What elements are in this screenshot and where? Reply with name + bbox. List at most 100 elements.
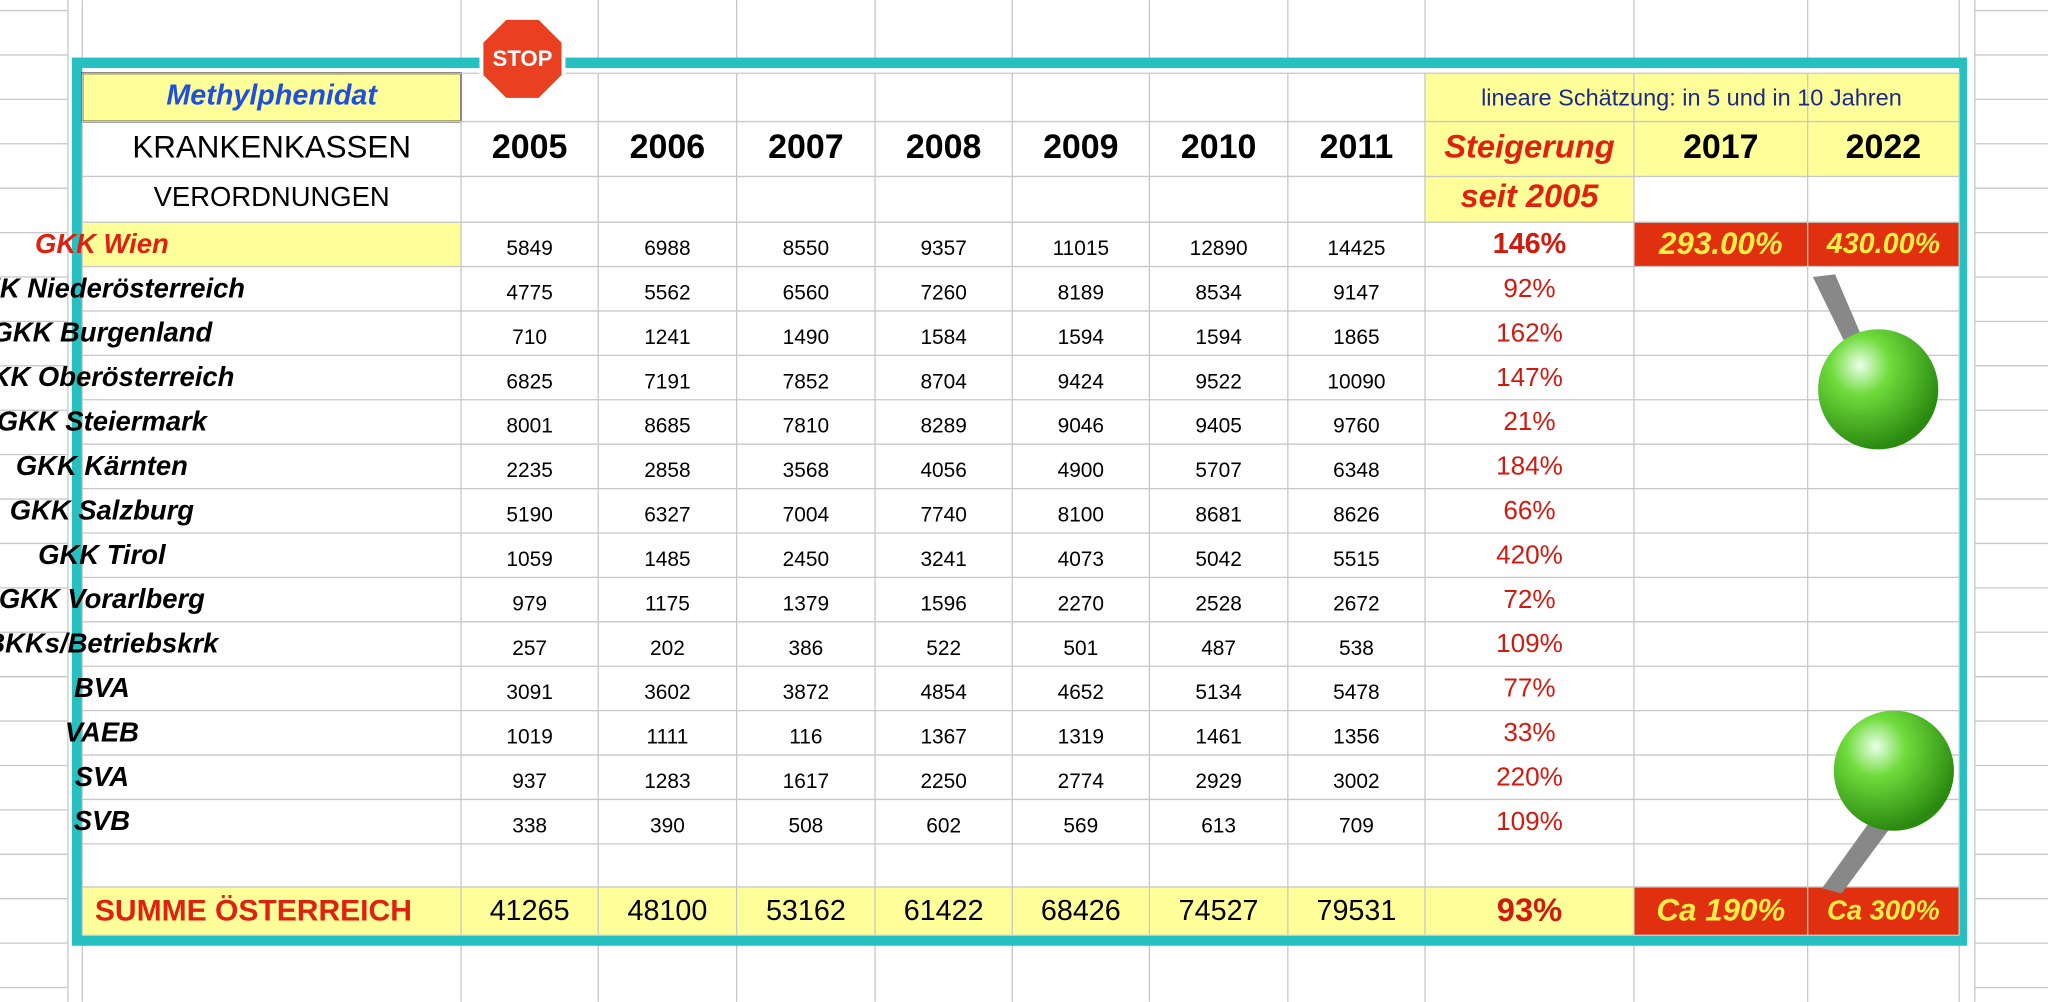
projection-year: 2017: [1683, 128, 1759, 166]
row-value: 3602: [644, 681, 690, 704]
row-increase: 109%: [1496, 628, 1563, 658]
year-header: 2011: [1320, 128, 1394, 166]
stop-label: STOP: [492, 46, 552, 71]
row-increase: 66%: [1503, 495, 1555, 525]
row-value: 710: [512, 326, 547, 349]
row-value: 4056: [920, 459, 966, 482]
row-value: 1241: [644, 326, 690, 349]
row-name: GKK Wien: [35, 228, 169, 259]
row-name: BVA: [74, 672, 130, 703]
row-value: 1594: [1195, 326, 1241, 349]
total-value: 79531: [1316, 895, 1396, 927]
row-value: 4775: [506, 281, 552, 304]
row-value: 2774: [1058, 770, 1104, 793]
row-value: 5478: [1333, 681, 1379, 704]
row-value: 1111: [647, 726, 689, 749]
row-increase: 420%: [1496, 539, 1563, 569]
row-value: 5134: [1195, 681, 1241, 704]
row-value: 1379: [783, 592, 829, 615]
row-increase: 184%: [1496, 451, 1563, 481]
row-value: 6988: [644, 237, 690, 260]
row-value: 8704: [920, 370, 966, 393]
year-header: 2008: [906, 128, 982, 166]
row-value: 1283: [644, 770, 690, 793]
row-value: 386: [788, 637, 823, 660]
row-increase: 146%: [1493, 228, 1566, 260]
row-value: 613: [1201, 814, 1236, 837]
row-value: 5562: [644, 281, 690, 304]
row-value: 5515: [1333, 548, 1379, 571]
row-value: 6825: [506, 370, 552, 393]
row-name: BKKs/Betriebskrk: [0, 628, 220, 659]
total-value: 61422: [904, 895, 984, 927]
row-value: 11015: [1053, 237, 1110, 260]
projection: 293.00%: [1658, 226, 1783, 261]
projection: Ca 300%: [1827, 895, 1940, 926]
row-value: 8626: [1333, 504, 1379, 527]
row-name: GKK Niederösterreich: [0, 272, 245, 303]
row-increase: 21%: [1503, 406, 1555, 436]
row-value: 2270: [1058, 592, 1104, 615]
row-value: 3002: [1333, 770, 1379, 793]
row-name: GKK Tirol: [38, 539, 167, 570]
row-value: 1594: [1058, 326, 1104, 349]
cell-fill: [1424, 121, 1960, 177]
row-value: 257: [512, 637, 547, 660]
total-value: 53162: [766, 895, 846, 927]
row-value: 12890: [1190, 237, 1248, 260]
row-value: 7004: [783, 504, 829, 527]
row-value: 1059: [506, 548, 552, 571]
header-sublabel: VERORDNUNGEN: [154, 181, 390, 212]
row-value: 116: [789, 726, 822, 749]
row-value: 2528: [1195, 592, 1241, 615]
stop-sign: [479, 15, 566, 102]
row-value: 602: [926, 814, 961, 837]
projection-year: 2022: [1846, 128, 1922, 166]
year-header: 2010: [1181, 128, 1257, 166]
row-value: 8550: [783, 237, 829, 260]
year-header: 2005: [492, 128, 568, 166]
total-name: SUMME ÖSTERREICH: [95, 894, 412, 927]
row-value: 1019: [506, 726, 552, 749]
row-value: 487: [1201, 637, 1236, 660]
row-value: 202: [650, 637, 685, 660]
row-value: 6348: [1333, 459, 1379, 482]
row-name: VAEB: [65, 716, 139, 747]
row-value: 7260: [920, 281, 966, 304]
row-value: 1485: [644, 548, 690, 571]
row-value: 10090: [1327, 370, 1385, 393]
row-value: 9357: [920, 237, 966, 260]
increase-subheader: seit 2005: [1461, 177, 1600, 214]
row-value: 5707: [1195, 459, 1241, 482]
cell-fill: [82, 222, 462, 267]
row-name: GKK Steiermark: [0, 406, 209, 437]
row-value: 1356: [1333, 726, 1379, 749]
row-value: 7852: [783, 370, 829, 393]
row-value: 4652: [1058, 681, 1104, 704]
row-value: 1596: [920, 592, 966, 615]
row-value: 2450: [783, 548, 829, 571]
row-name: GKK Salzburg: [10, 494, 195, 525]
title: Methylphenidat: [166, 79, 378, 111]
cell-fill: [82, 73, 462, 122]
row-value: 1865: [1333, 326, 1379, 349]
row-value: 8001: [506, 415, 552, 438]
row-increase: 33%: [1503, 717, 1555, 747]
total-increase: 93%: [1497, 891, 1562, 928]
row-increase: 77%: [1503, 673, 1555, 703]
row-value: 7810: [783, 415, 829, 438]
row-value: 9147: [1333, 281, 1379, 304]
row-value: 9046: [1058, 415, 1104, 438]
row-value: 9405: [1195, 415, 1241, 438]
total-value: 41265: [490, 895, 570, 927]
cell-fill: [1424, 73, 1960, 122]
row-value: 1490: [783, 326, 829, 349]
row-value: 2929: [1195, 770, 1241, 793]
row-value: 2858: [644, 459, 690, 482]
row-value: 8681: [1195, 504, 1241, 527]
row-value: 2250: [920, 770, 966, 793]
row-value: 1617: [783, 770, 829, 793]
row-value: 3568: [783, 459, 829, 482]
pin: [1818, 329, 1939, 450]
